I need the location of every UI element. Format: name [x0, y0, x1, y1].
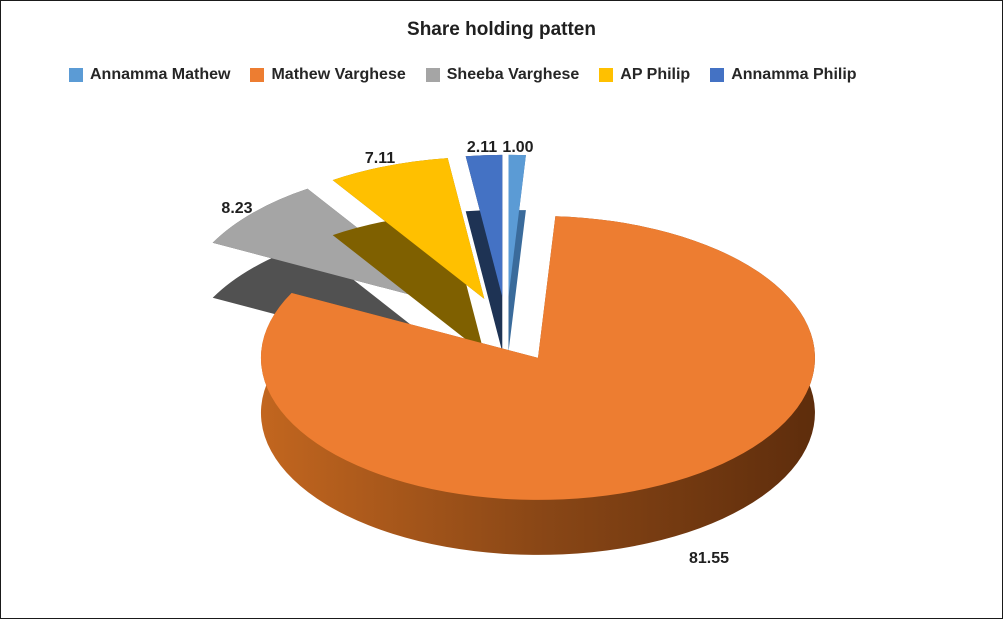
data-label: 8.23	[221, 200, 252, 217]
data-label: 2.11	[467, 139, 497, 156]
data-label: 1.00	[502, 139, 533, 156]
legend-marker-icon	[250, 68, 265, 82]
pie-slice-ap-philip[interactable]	[332, 158, 485, 299]
chart-title: Share holding patten	[407, 19, 596, 40]
legend-item-annamma-mathew[interactable]: Annamma Mathew	[69, 66, 230, 84]
legend-item-annamma-philip[interactable]: Annamma Philip	[710, 66, 857, 84]
data-label: 7.11	[365, 150, 395, 167]
legend: Annamma Mathew Mathew Varghese Sheeba Va…	[69, 66, 972, 84]
legend-marker-icon	[69, 68, 83, 82]
legend-label: AP Philip	[620, 66, 691, 83]
pie-slice-annamma-mathew[interactable]	[508, 154, 526, 297]
legend-label: Annamma Mathew	[90, 66, 231, 83]
legend-marker-icon	[599, 68, 614, 82]
pie-slice-annamma-philip[interactable]	[465, 154, 503, 297]
legend-marker-icon	[710, 68, 725, 82]
legend-label: Annamma Philip	[731, 66, 857, 83]
data-label: 81.55	[689, 550, 729, 567]
legend-label: Sheeba Varghese	[446, 66, 580, 83]
legend-item-sheeba-varghese[interactable]: Sheeba Varghese	[425, 66, 580, 84]
legend-label: Mathew Varghese	[271, 66, 406, 83]
legend-item-ap-philip[interactable]: AP Philip	[599, 66, 690, 84]
pie-slice-mathew-varghese[interactable]	[260, 216, 815, 500]
legend-marker-icon	[425, 68, 440, 82]
legend-item-mathew-varghese[interactable]: Mathew Varghese	[250, 66, 406, 84]
